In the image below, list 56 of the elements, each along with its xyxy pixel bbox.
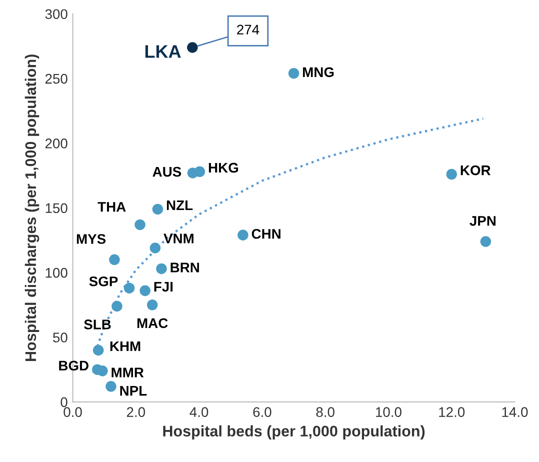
point bbox=[134, 219, 146, 230]
annotation: FJI bbox=[154, 282, 173, 292]
annotation: MYS bbox=[76, 234, 106, 244]
annotation: JPN bbox=[470, 216, 496, 226]
x-tick-label: 6.0 bbox=[253, 407, 272, 418]
y-axis-title: Hospital discharges (per 1,000 population) bbox=[24, 54, 40, 361]
annotation: BGD bbox=[59, 360, 88, 371]
annotation: CHN bbox=[252, 228, 280, 239]
point bbox=[152, 204, 164, 215]
point bbox=[150, 242, 161, 254]
point bbox=[156, 263, 167, 274]
y-tick-label: 200 bbox=[45, 138, 68, 148]
point bbox=[124, 282, 135, 294]
x-tick-label: 10.0 bbox=[376, 407, 402, 418]
y-tick-label: 150 bbox=[46, 203, 68, 214]
point bbox=[187, 42, 198, 53]
annotation: NPL bbox=[120, 386, 147, 396]
annotation: BRN bbox=[170, 262, 199, 272]
point bbox=[92, 344, 104, 356]
annotation: MNG bbox=[303, 67, 334, 78]
y-tick-label: 0 bbox=[60, 397, 68, 408]
annotation: NZL bbox=[166, 200, 193, 210]
y-tick-label: 100 bbox=[46, 268, 68, 278]
annotation: MAC bbox=[137, 318, 168, 328]
annotation: MMR bbox=[112, 368, 144, 378]
point bbox=[288, 68, 300, 79]
x-tick-label: 4.0 bbox=[190, 407, 208, 418]
x-tick-label: 8.0 bbox=[316, 407, 334, 418]
annotation: THA bbox=[98, 202, 126, 212]
annotation: KOR bbox=[460, 165, 491, 176]
point bbox=[146, 300, 158, 310]
x-tick-label: 2.0 bbox=[126, 407, 146, 418]
annotation: VNM bbox=[164, 234, 194, 244]
annotation: LKA bbox=[145, 45, 181, 58]
annotation: HKG bbox=[208, 162, 238, 173]
point bbox=[106, 381, 116, 392]
annotation: KHM bbox=[110, 341, 140, 352]
point bbox=[97, 366, 108, 376]
annotation: SGP bbox=[89, 276, 118, 286]
point bbox=[446, 168, 457, 180]
point bbox=[109, 254, 120, 266]
x-tick-label: 14.0 bbox=[502, 407, 528, 418]
annotation: SLB bbox=[84, 320, 111, 330]
point bbox=[238, 230, 248, 240]
x-axis-title: Hospital beds (per 1,000 population) bbox=[163, 425, 425, 440]
x-tick-label: 0.0 bbox=[64, 407, 82, 418]
annotation: 274 bbox=[237, 24, 260, 34]
annotation: AUS bbox=[152, 166, 182, 177]
y-tick-label: 250 bbox=[45, 74, 68, 84]
x-tick-label: 12.0 bbox=[439, 407, 465, 418]
point bbox=[480, 236, 492, 247]
y-tick-label: 300 bbox=[45, 9, 68, 20]
y-tick-label: 50 bbox=[53, 332, 68, 342]
point bbox=[140, 285, 150, 296]
point bbox=[112, 300, 122, 312]
point bbox=[194, 166, 206, 178]
